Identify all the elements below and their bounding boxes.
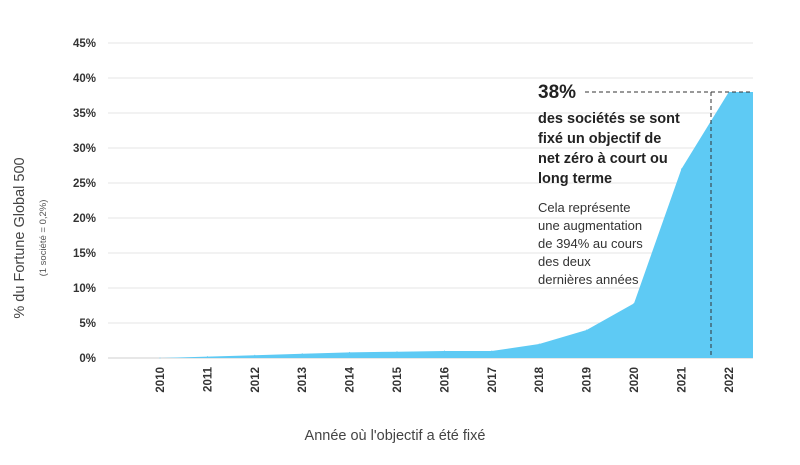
x-tick-label: 2011 <box>202 366 214 392</box>
x-tick-label: 2015 <box>392 366 404 392</box>
annotation-sub-line: des deux <box>538 254 591 269</box>
area-series <box>159 91 753 359</box>
x-tick-label: 2018 <box>534 366 546 392</box>
annotation-main-line: net zéro à court ou <box>538 151 668 167</box>
data-point <box>633 302 635 304</box>
x-tick-label: 2010 <box>155 367 167 393</box>
annotation-main-line: long terme <box>538 171 612 187</box>
x-tick-label: 2019 <box>582 367 594 393</box>
reference-lines <box>585 91 753 358</box>
y-tick-label: 25% <box>73 178 96 190</box>
y-tick-label: 10% <box>73 283 96 295</box>
annotation-sub-line: une augmentation <box>538 218 642 233</box>
x-tick-label: 2022 <box>724 367 736 393</box>
y-tick-label: 0% <box>79 353 96 365</box>
y-tick-label: 5% <box>79 318 96 330</box>
y-tick-label: 30% <box>73 143 96 155</box>
data-point <box>491 350 493 352</box>
x-axis-ticks: 2010 2011 2012 2013 2014 2015 2016 2017 2018 2019… <box>155 366 736 392</box>
x-tick-label: 2012 <box>250 367 262 393</box>
annotation-sub-line: Cela représente <box>538 200 631 215</box>
annotation-callout: 38% des sociétés se sont fixé un objecti… <box>538 82 680 287</box>
data-point <box>680 168 682 170</box>
annotation-value: 38% <box>538 82 576 103</box>
x-axis-title: Année où l'objectif a été fixé <box>305 428 486 444</box>
data-point <box>538 343 540 345</box>
data-point <box>206 356 208 358</box>
data-point <box>349 351 351 353</box>
y-axis-ticks: 0% 5% 10% 15% 20% 25% 30% 35% 40% 45% <box>73 38 96 365</box>
y-tick-label: 45% <box>73 38 96 50</box>
x-tick-label: 2016 <box>439 367 451 393</box>
y-tick-label: 15% <box>73 248 96 260</box>
y-axis-subtitle: (1 société = 0,2%) <box>38 200 49 277</box>
y-tick-label: 40% <box>73 73 96 85</box>
y-tick-label: 20% <box>73 213 96 225</box>
x-tick-label: 2021 <box>676 366 688 392</box>
y-axis-title: % du Fortune Global 500 <box>12 157 28 318</box>
annotation-main-line: fixé un objectif de <box>538 131 661 147</box>
y-tick-label: 35% <box>73 108 96 120</box>
data-point <box>586 329 588 331</box>
x-tick-label: 2013 <box>297 367 309 393</box>
data-point <box>301 353 303 355</box>
data-point <box>443 350 445 352</box>
x-tick-label: 2017 <box>487 367 499 393</box>
x-tick-label: 2014 <box>345 366 357 392</box>
area-fill <box>160 92 753 358</box>
annotation-sub-line: de 394% au cours <box>538 236 643 251</box>
x-tick-label: 2020 <box>629 367 641 393</box>
grid-lines <box>108 42 753 359</box>
data-point <box>396 351 398 353</box>
data-point <box>254 354 256 356</box>
data-point <box>159 357 161 359</box>
annotation-sub-line: dernières années <box>538 272 639 287</box>
annotation-main-line: des sociétés se sont <box>538 111 680 127</box>
